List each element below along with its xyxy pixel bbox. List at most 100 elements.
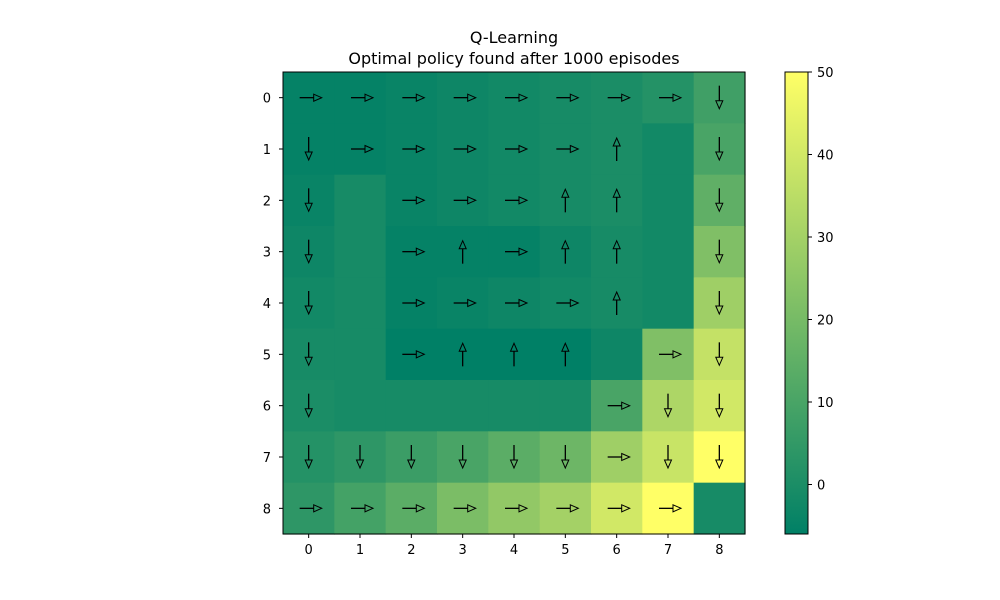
policy-arrow-down [304, 239, 313, 264]
policy-arrow-down [715, 342, 724, 367]
policy-arrow-right [402, 298, 426, 308]
heatmap-cell [334, 226, 387, 278]
policy-arrow-down [715, 239, 724, 264]
y-tick-label: 1 [263, 143, 271, 158]
policy-arrow-up [612, 136, 621, 161]
policy-arrow-right [402, 93, 426, 102]
policy-arrow-down [715, 445, 724, 470]
policy-arrows [299, 85, 724, 513]
policy-arrow-right [299, 504, 323, 513]
x-tick-label: 8 [715, 543, 723, 558]
policy-arrow-up [612, 290, 621, 315]
colorbar-ticks: 0 10 20 30 40 50 [808, 66, 834, 494]
policy-arrow-up [561, 188, 570, 213]
policy-arrow-down [509, 445, 519, 470]
policy-arrow-right [351, 144, 375, 154]
policy-arrow-up [612, 239, 621, 264]
heatmap-cell [642, 226, 695, 278]
policy-arrow-right [556, 144, 580, 154]
heatmap-cell [437, 380, 489, 432]
heatmap-cell [693, 482, 746, 535]
chart-subtitle: Optimal policy found after 1000 episodes [348, 49, 679, 68]
policy-arrow-right [505, 93, 529, 102]
policy-arrow-down [304, 342, 313, 367]
policy-arrow-down [663, 445, 673, 470]
policy-arrow-up [458, 239, 467, 264]
policy-arrow-right [607, 93, 631, 102]
policy-arrow-right [351, 93, 375, 102]
x-tick-label: 7 [664, 543, 672, 558]
heatmap-cell [591, 328, 643, 381]
heatmap-cell [334, 328, 387, 381]
x-tick-label: 0 [305, 543, 313, 558]
policy-arrow-right [659, 504, 683, 513]
x-tick-label: 3 [459, 543, 467, 558]
policy-arrow-down [355, 445, 365, 470]
heatmap-cell [334, 174, 387, 227]
y-tick-label: 7 [263, 451, 271, 466]
policy-arrow-right [607, 452, 631, 462]
y-tick-label: 2 [263, 194, 271, 209]
policy-arrow-right [453, 196, 477, 205]
colorbar [784, 71, 809, 535]
policy-arrow-up [561, 342, 570, 367]
colorbar-tick-label: 50 [817, 66, 834, 81]
policy-arrow-right [402, 247, 426, 256]
policy-arrow-right [505, 196, 529, 205]
x-tick-label: 1 [356, 543, 364, 558]
policy-arrow-up [509, 342, 519, 367]
axes: 0 1 2 3 4 5 6 7 8 0 1 2 3 4 5 6 7 8 [263, 92, 724, 558]
colorbar-gradient [784, 71, 809, 535]
y-tick-label: 8 [263, 502, 271, 517]
policy-arrow-right [351, 504, 375, 513]
policy-arrow-right [402, 144, 426, 154]
chart-title: Q-Learning [470, 28, 558, 47]
y-tick-label: 6 [263, 400, 271, 415]
policy-arrow-right [556, 93, 580, 102]
policy-arrow-right [453, 144, 477, 154]
heatmap-cell [642, 123, 695, 176]
policy-arrow-down [715, 291, 724, 316]
policy-arrow-down [407, 445, 416, 470]
policy-arrow-down [715, 188, 724, 213]
policy-arrow-right [402, 196, 426, 205]
policy-arrow-up [612, 188, 621, 213]
heatmap-cell [334, 277, 387, 330]
policy-arrow-down [715, 85, 724, 110]
x-tick-label: 5 [561, 543, 569, 558]
policy-arrow-right [299, 93, 323, 102]
heatmap-cell [488, 380, 541, 432]
y-tick-label: 0 [263, 92, 271, 107]
policy-arrow-down [715, 393, 724, 418]
policy-arrow-right [607, 504, 631, 513]
heatmap-cell [539, 380, 592, 432]
y-tick-label: 3 [263, 246, 271, 261]
colorbar-tick-label: 20 [817, 314, 834, 329]
policy-arrow-right [659, 350, 683, 359]
policy-arrow-down [304, 188, 313, 213]
policy-arrow-right [402, 350, 426, 359]
colorbar-tick-label: 40 [817, 149, 834, 164]
policy-arrow-down [715, 137, 724, 162]
policy-arrow-down [304, 445, 313, 470]
policy-arrow-up [561, 239, 570, 264]
policy-arrow-right [453, 93, 477, 102]
y-tick-label: 5 [263, 348, 271, 363]
colorbar-tick-label: 0 [817, 479, 825, 494]
heatmap-cell [642, 174, 695, 227]
policy-arrow-right [505, 504, 529, 513]
policy-arrow-right [556, 504, 580, 513]
policy-arrow-down [304, 393, 313, 418]
x-tick-label: 6 [613, 543, 621, 558]
policy-arrow-down [663, 393, 673, 418]
policy-arrow-right [402, 504, 426, 513]
policy-arrow-right [505, 144, 529, 154]
x-tick-label: 4 [510, 543, 518, 558]
policy-arrow-right [453, 298, 477, 308]
policy-arrow-down [561, 445, 570, 470]
policy-arrow-right [659, 93, 683, 102]
heatmap-cell [334, 380, 387, 432]
policy-arrow-right [453, 504, 477, 513]
